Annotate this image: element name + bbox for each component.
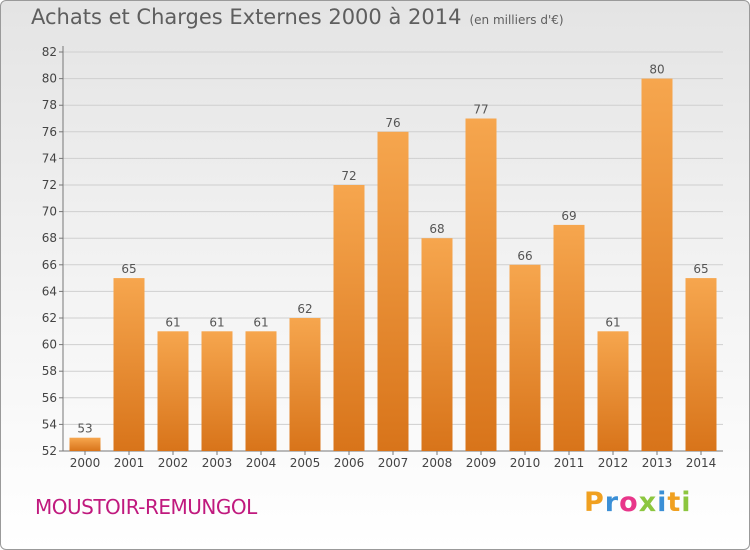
- y-tick-label: 78: [42, 98, 57, 112]
- bar[interactable]: [289, 318, 321, 451]
- x-tick-labels: 2000 2001 2002 2003 2004 2005 2006 2007 2008 2009…: [70, 451, 717, 470]
- bar-value-label: 65: [121, 262, 136, 276]
- logo-letter: r: [604, 487, 620, 518]
- bar-value-label: 53: [77, 422, 92, 436]
- y-tick-label: 70: [42, 205, 57, 219]
- y-tick-label: 58: [42, 364, 57, 378]
- bar[interactable]: [509, 264, 541, 451]
- y-tick-label: 60: [42, 338, 57, 352]
- bar[interactable]: [553, 224, 585, 451]
- x-tick-label: 2006: [334, 456, 365, 470]
- bar-value-label: 61: [209, 315, 224, 329]
- x-tick-label: 2007: [378, 456, 409, 470]
- logo-letter: P: [584, 487, 605, 518]
- bar-value-label: 65: [693, 262, 708, 276]
- bar-value-label: 69: [561, 209, 576, 223]
- logo-letter: i: [657, 487, 668, 518]
- bar[interactable]: [245, 331, 277, 451]
- chart-title: Achats et Charges Externes 2000 à 2014 (e…: [31, 5, 564, 29]
- y-tick-label: 56: [42, 391, 57, 405]
- bar[interactable]: [685, 278, 717, 451]
- y-tick-label: 80: [42, 72, 57, 86]
- x-tick-label: 2012: [598, 456, 629, 470]
- y-tick-label: 68: [42, 231, 57, 245]
- bar[interactable]: [421, 238, 453, 451]
- bar[interactable]: [333, 185, 365, 451]
- logo-letter: i: [681, 487, 692, 518]
- logo-letter: o: [619, 487, 639, 518]
- bar[interactable]: [377, 131, 409, 452]
- y-tick-label: 72: [42, 178, 57, 192]
- y-tick-label: 66: [42, 258, 57, 272]
- chart-title-text: Achats et Charges Externes 2000 à 2014: [31, 5, 462, 29]
- logo-letter: x: [638, 487, 658, 518]
- x-tick-label: 2009: [466, 456, 497, 470]
- y-tick-label: 54: [42, 417, 57, 431]
- bar-value-label: 62: [297, 302, 312, 316]
- y-tick-label: 64: [42, 284, 57, 298]
- bar[interactable]: [157, 331, 189, 451]
- x-tick-label: 2000: [70, 456, 101, 470]
- x-tick-label: 2005: [290, 456, 321, 470]
- bar-value-label: 66: [517, 249, 532, 263]
- y-tick-label: 74: [42, 151, 57, 165]
- x-tick-label: 2008: [422, 456, 453, 470]
- y-tick-label: 62: [42, 311, 57, 325]
- bar-value-label: 68: [429, 222, 444, 236]
- bar-value-label: 72: [341, 169, 356, 183]
- bar[interactable]: [113, 278, 145, 451]
- x-tick-label: 2013: [642, 456, 673, 470]
- x-tick-label: 2004: [246, 456, 277, 470]
- y-tick-label: 76: [42, 125, 57, 139]
- bar[interactable]: [201, 331, 233, 451]
- bar-value-label: 80: [649, 63, 664, 77]
- proxiti-logo[interactable]: Proxiti: [584, 487, 692, 518]
- x-tick-label: 2002: [158, 456, 189, 470]
- bars: [69, 78, 717, 452]
- chart-subtitle: (en milliers d'€): [469, 13, 564, 27]
- x-tick-label: 2010: [510, 456, 541, 470]
- x-tick-label: 2003: [202, 456, 233, 470]
- bar-value-label: 77: [473, 103, 488, 117]
- value-labels: 53 65 61 61 61 62 72 76 68 77 66 69 61 80 65: [77, 63, 708, 436]
- y-tick-label: 52: [42, 444, 57, 458]
- y-tick-labels: 52 54 56 58 60 62 64 66 68 70 72 74 76 78 80 82: [42, 45, 57, 458]
- x-tick-label: 2014: [686, 456, 717, 470]
- x-tick-label: 2001: [114, 456, 145, 470]
- bar-value-label: 61: [605, 315, 620, 329]
- bar[interactable]: [69, 437, 101, 451]
- bar[interactable]: [641, 78, 673, 451]
- y-tick-label: 82: [42, 45, 57, 59]
- bar-value-label: 61: [165, 315, 180, 329]
- city-name: MOUSTOIR-REMUNGOL: [35, 495, 257, 519]
- bar[interactable]: [465, 118, 497, 452]
- bar[interactable]: [597, 331, 629, 451]
- x-tick-label: 2011: [554, 456, 585, 470]
- bar-value-label: 76: [385, 116, 400, 130]
- logo-letter: t: [667, 487, 682, 518]
- bar-value-label: 61: [253, 315, 268, 329]
